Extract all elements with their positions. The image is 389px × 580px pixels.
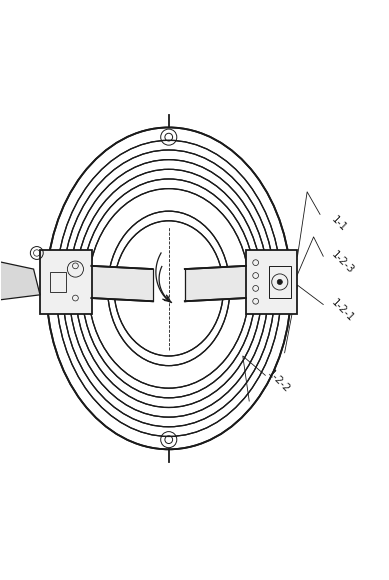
Polygon shape	[91, 266, 152, 301]
Text: 1-2-2: 1-2-2	[265, 368, 292, 395]
Text: 1-1: 1-1	[330, 215, 349, 234]
Text: 1-2-3: 1-2-3	[330, 249, 356, 276]
Bar	[268, 266, 291, 298]
Text: 1-2-1: 1-2-1	[330, 298, 356, 324]
Circle shape	[277, 280, 282, 285]
Polygon shape	[46, 128, 291, 450]
Bar	[40, 250, 91, 314]
Bar	[50, 272, 66, 292]
Polygon shape	[0, 259, 40, 301]
Bar	[246, 250, 298, 314]
Polygon shape	[185, 266, 246, 301]
